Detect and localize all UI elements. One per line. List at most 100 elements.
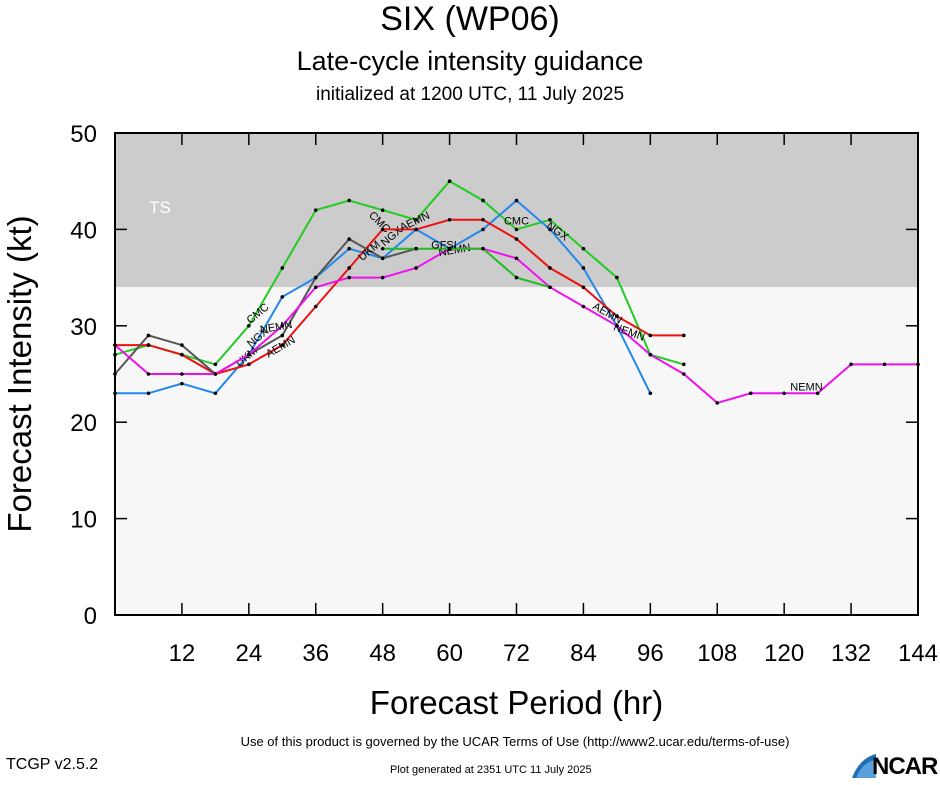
series-line-gfsi: [382, 247, 551, 289]
band-labels: TS: [149, 198, 171, 217]
data-point-aemn: [681, 333, 686, 338]
data-point-nemn: [213, 372, 218, 376]
data-point-aemn: [514, 237, 519, 241]
data-point-cmc: [247, 324, 251, 328]
series-gfsi: GFSI: [380, 240, 552, 290]
data-point-aemn: [180, 352, 184, 357]
data-point-gfsi: [414, 246, 418, 251]
x-tick-label: 60: [436, 640, 463, 667]
generated-time: Plot generated at 2351 UTC 11 July 2025: [390, 764, 592, 776]
data-point-ngx: [180, 381, 184, 386]
initialization-time: initialized at 1200 UTC, 11 July 2025: [315, 84, 625, 105]
data-point-aemn: [447, 217, 452, 222]
data-point-ukm: [380, 256, 385, 261]
data-point-aemn: [280, 343, 285, 347]
x-tick-label: 108: [697, 640, 737, 667]
x-tick-label: 84: [570, 640, 597, 667]
x-tick-label: 12: [169, 640, 196, 667]
data-point-ukm: [313, 275, 318, 280]
data-point-gfsi: [514, 275, 519, 280]
data-point-gfsi: [548, 285, 552, 290]
data-point-ngx: [213, 391, 218, 396]
data-point-nemn: [849, 362, 853, 367]
series-line-ukm: [114, 237, 417, 376]
data-point-ngx: [146, 391, 151, 396]
data-point-nemn: [180, 372, 184, 376]
data-point-cmc: [514, 227, 519, 232]
data-point-ngx: [581, 266, 586, 270]
data-point-gfsi: [380, 246, 385, 251]
data-point-aemn: [615, 314, 619, 318]
data-point-cmc: [280, 266, 285, 270]
x-tick-label: 120: [764, 640, 804, 667]
data-point-aemn: [146, 343, 151, 347]
y-tick-label: 40: [70, 217, 97, 244]
series-line-aemn: [115, 218, 684, 376]
data-point-ukm: [280, 333, 285, 338]
intensity-bands: [115, 133, 918, 615]
model-label-gfsi: GFSI: [431, 240, 457, 252]
series-line-cmc: [114, 179, 685, 366]
data-point-nemn: [514, 256, 519, 261]
x-tick-label: 144: [898, 640, 938, 667]
data-point-aemn: [247, 362, 251, 367]
data-point-nemn: [247, 352, 251, 357]
data-point-cmc: [615, 275, 619, 280]
data-point-ukm: [347, 237, 352, 241]
data-point-nemn: [782, 391, 786, 396]
data-point-aemn: [481, 217, 485, 222]
data-point-aemn: [581, 285, 586, 290]
chart-title: SIX (WP06): [380, 0, 560, 38]
data-point-aemn: [414, 227, 418, 232]
data-point-nemn: [414, 266, 418, 270]
data-point-nemn: [280, 324, 285, 328]
version-label: TCGP v2.5.2: [6, 756, 99, 773]
terms-of-use-note: Use of this product is governed by the U…: [240, 734, 790, 749]
data-point-nemn: [882, 362, 887, 367]
chart-subtitle: Late-cycle intensity guidance: [296, 46, 644, 76]
data-point-nemn: [715, 401, 720, 405]
y-tick-label: 20: [70, 410, 97, 437]
band-below-ts: [115, 287, 918, 615]
data-point-cmc: [581, 246, 586, 251]
model-label-nemn: NEMN: [438, 242, 472, 259]
data-point-ukm: [146, 333, 151, 338]
data-point-aemn: [548, 266, 552, 270]
x-tick-label: 48: [369, 640, 396, 667]
data-point-cmc: [548, 217, 552, 222]
data-point-nemn: [347, 275, 352, 280]
data-point-cmc: [447, 179, 452, 183]
data-point-ngx: [514, 198, 519, 203]
data-point-nemn: [615, 324, 619, 328]
axis-ticks: 12 24 36 48 60 72 84 96 108 120 132 144 0 10 20 30 40 50: [70, 121, 938, 667]
y-tick-label: 0: [84, 603, 97, 630]
data-point-ngx: [347, 246, 352, 251]
data-point-cmc: [414, 217, 418, 222]
x-tick-label: 96: [637, 640, 664, 667]
y-tick-label: 30: [70, 314, 97, 341]
data-point-gfsi: [447, 246, 452, 251]
data-point-ukm: [180, 343, 184, 347]
ncar-logo: NCAR: [850, 752, 940, 780]
data-point-ngx: [548, 227, 552, 232]
plot-frame: [114, 132, 919, 616]
data-point-nemn: [648, 352, 653, 357]
y-axis-label: Forecast Intensity (kt): [1, 215, 38, 533]
data-point-nemn: [581, 304, 586, 309]
x-tick-label: 36: [302, 640, 329, 667]
data-point-ngx: [648, 391, 653, 396]
data-point-nemn: [313, 285, 318, 290]
data-point-cmc: [313, 208, 318, 212]
data-point-cmc: [213, 362, 218, 367]
data-point-aemn: [347, 266, 352, 270]
data-point-nemn: [748, 391, 753, 396]
data-point-cmc: [481, 198, 485, 203]
model-label-cmc: CMC: [504, 216, 529, 228]
data-point-gfsi: [481, 246, 485, 251]
data-point-aemn: [380, 227, 385, 232]
data-point-cmc: [347, 198, 352, 203]
model-label-nemn: NEMN: [259, 319, 293, 336]
band-ts: [115, 133, 918, 288]
